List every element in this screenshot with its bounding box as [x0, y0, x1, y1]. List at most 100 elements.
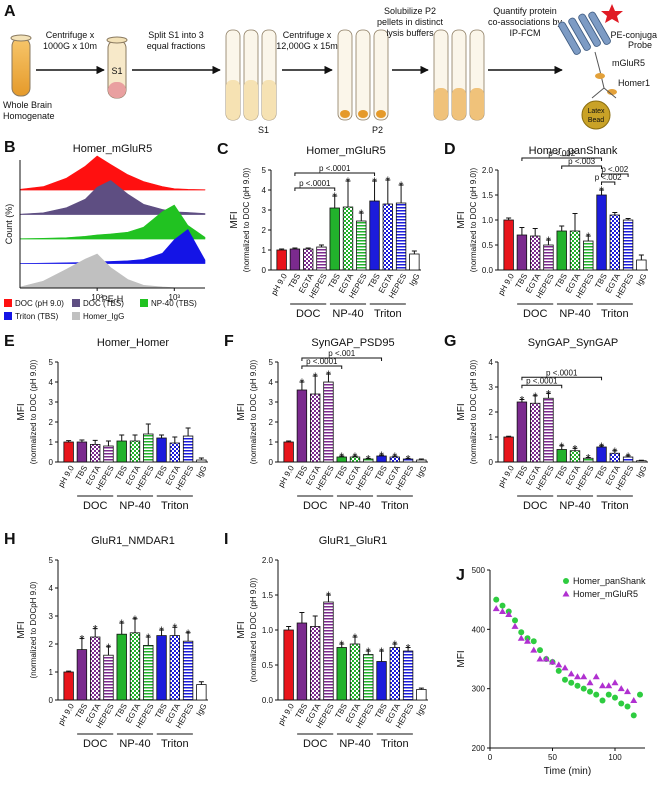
bar: [296, 622, 308, 701]
s1-fraction-tubes: [225, 29, 277, 121]
group-label: DOC: [83, 738, 108, 750]
error-bar: [585, 235, 591, 241]
bar: [609, 214, 620, 271]
bar: [276, 249, 287, 271]
significance-bracket: [601, 173, 629, 177]
p-value-label: p <.0001: [526, 376, 558, 385]
step-text: Split S1 into 3: [148, 30, 204, 40]
significance-star: *: [326, 368, 331, 382]
significance-bracket: [294, 172, 376, 176]
significance-star: *: [533, 390, 538, 404]
bar: [356, 220, 367, 271]
tube-label: S1: [258, 125, 269, 135]
point: [586, 679, 594, 686]
group-label: DOC: [303, 500, 328, 512]
p-value-label: p <.001: [328, 349, 355, 358]
y-axis-title: MFI: [236, 403, 247, 420]
bar: [129, 632, 141, 701]
significance-star: *: [353, 631, 358, 645]
y-axis-title: MFI: [236, 621, 247, 638]
y-tick-label: 4: [489, 358, 494, 367]
step-text: lysis buffers: [386, 28, 434, 38]
significance-star: *: [119, 617, 124, 631]
y-tick-label: 3: [49, 612, 54, 621]
point: [580, 685, 587, 692]
point: [542, 655, 550, 662]
y-axis-title: MFI: [16, 621, 27, 638]
error-bar: [185, 632, 191, 642]
error-bar: [332, 195, 338, 208]
error-bar: [365, 650, 371, 655]
significance-bracket: [521, 157, 603, 161]
step-text: Quantify protein: [493, 6, 557, 16]
significance-star: *: [546, 234, 551, 248]
y-tick-label: 0.0: [482, 266, 494, 275]
significance-star: *: [392, 450, 397, 464]
y-tick-label: 0: [262, 266, 267, 275]
error-bar: [66, 440, 72, 442]
bar: [395, 202, 407, 271]
y-tick-label: 300: [472, 685, 486, 694]
error-bar: [105, 646, 111, 656]
y-axis-title: MFI: [456, 650, 467, 667]
legend-marker: [563, 578, 569, 584]
legend-label: Triton (TBS): [15, 312, 59, 321]
panel-label: G: [444, 333, 456, 350]
tube-label: S1: [111, 66, 122, 76]
y-tick-label: 3: [49, 398, 54, 407]
step-text: pellets in distinct: [377, 17, 444, 27]
bar: [516, 401, 528, 463]
chart-title: Homer_mGluR5: [306, 145, 385, 157]
bar: [416, 689, 427, 701]
error-bar: [145, 636, 151, 646]
error-bar: [559, 225, 565, 231]
p-value-label: p <.003: [568, 157, 595, 166]
point: [617, 685, 625, 692]
s1-tube: [106, 36, 128, 99]
bar: [303, 248, 314, 271]
significance-bracket: [301, 357, 383, 361]
significance-bracket: [294, 187, 336, 191]
error-bar: [585, 457, 591, 459]
legend-label: Homer_panShank: [573, 576, 646, 586]
density-area: [19, 229, 206, 264]
bar: [103, 654, 114, 701]
error-bar: [66, 670, 72, 672]
start-label: Whole Brain: [3, 100, 52, 110]
chart-title: Homer_Homer: [97, 337, 169, 349]
chart-title: SynGAP_PSD95: [311, 337, 394, 349]
point: [592, 673, 600, 680]
bar: [310, 393, 321, 463]
point: [611, 679, 619, 686]
significance-star: *: [313, 370, 318, 384]
bar: [342, 206, 354, 271]
group-label: Triton: [374, 308, 402, 320]
point: [512, 617, 518, 624]
significance-star: *: [392, 638, 397, 652]
point: [599, 697, 606, 704]
bar: [169, 442, 180, 463]
significance-bracket: [521, 384, 563, 389]
error-bar: [638, 459, 644, 461]
error-bar: [506, 217, 512, 220]
significance-star: *: [406, 452, 411, 466]
panel-label: C: [217, 141, 229, 158]
group-label: DOC: [523, 500, 548, 512]
error-bar: [379, 650, 385, 662]
group-label: Triton: [161, 738, 189, 750]
y-tick-label: 0.0: [262, 696, 274, 705]
point: [630, 712, 637, 719]
significance-star: *: [172, 621, 177, 635]
y-tick-label: 2: [49, 640, 54, 649]
x-tick-label: IgG: [414, 464, 428, 480]
y-tick-label: 2: [262, 226, 267, 235]
p-value-label: p <.002: [548, 149, 575, 158]
group-label: DOC: [523, 308, 548, 320]
error-bar: [352, 455, 358, 457]
y-axis-subtitle: (normalized to DOC (pH 9.0)): [249, 577, 258, 682]
error-bar: [159, 434, 165, 438]
significance-star: *: [612, 445, 617, 459]
y-tick-label: 0: [49, 696, 54, 705]
y-axis-title: MFI: [229, 211, 240, 228]
y-tick-label: 4: [49, 584, 54, 593]
